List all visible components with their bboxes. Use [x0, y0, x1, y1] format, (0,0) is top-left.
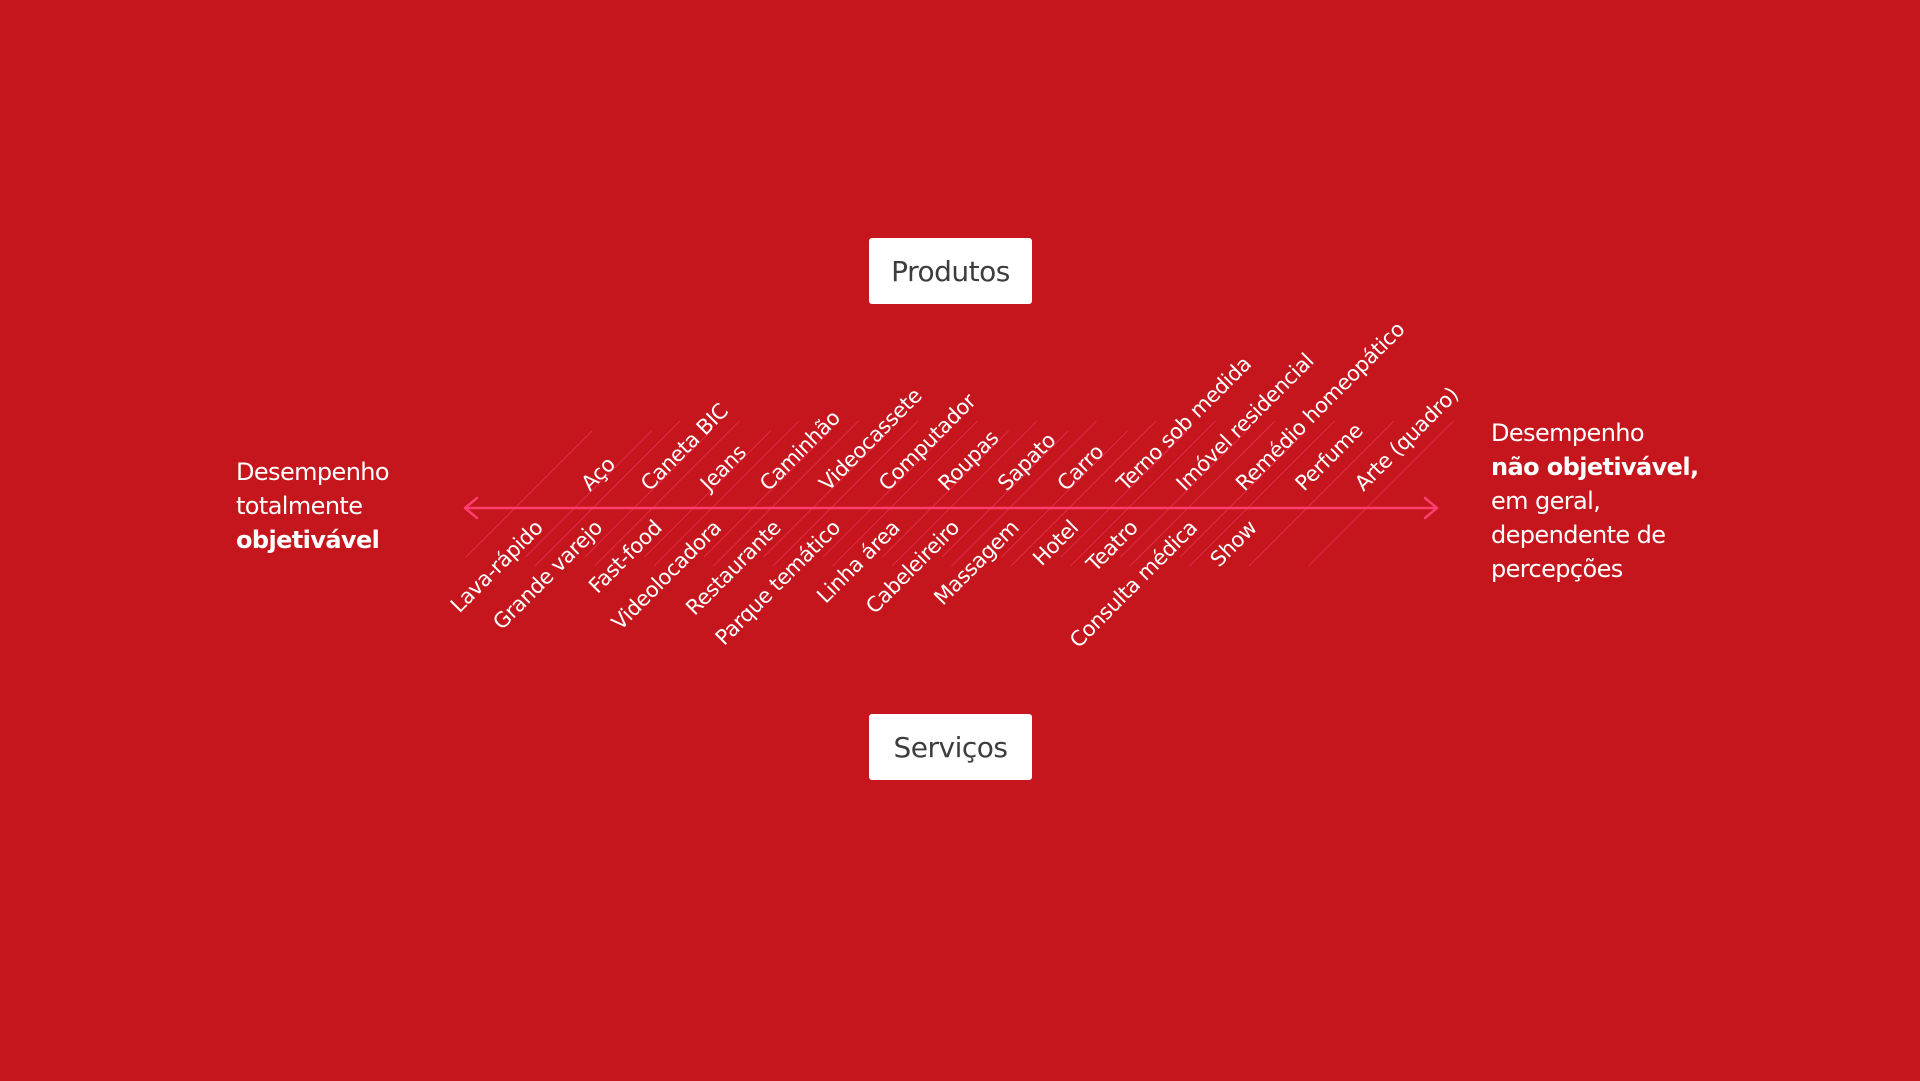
left-label-line-2: totalmente: [236, 492, 363, 520]
performance-axis: [463, 496, 1439, 520]
left-axis-label: Desempenho totalmente objetivável: [236, 455, 390, 557]
product-label-4: Videocassete: [815, 384, 927, 496]
product-guide-line-2: [653, 420, 800, 567]
service-label-12: Show: [1206, 515, 1262, 571]
product-guide-line-9: [1070, 420, 1216, 567]
product-guide-line-13: [1308, 420, 1454, 567]
product-guide-line-8: [1010, 420, 1157, 567]
right-label-line-2-bold: não objetivável: [1491, 453, 1691, 481]
product-guide-line-5: [832, 420, 978, 567]
left-label-line-3-bold: objetivável: [236, 526, 380, 554]
left-label-line-1: Desempenho: [236, 458, 390, 486]
service-guide-line-9: [1001, 430, 1128, 558]
right-label-line-4: dependente de: [1491, 521, 1666, 549]
service-guide-line-0: [465, 430, 593, 558]
service-guide-line-6: [822, 430, 950, 558]
service-guide-line-8: [941, 430, 1069, 558]
product-guide-line-1: [594, 420, 740, 567]
product-guide-line-6: [891, 420, 1038, 567]
product-label-7: Sapato: [993, 428, 1060, 495]
service-guide-line-11: [1120, 430, 1247, 558]
services-box-label: Serviços: [893, 730, 1008, 764]
diagonal-guide-lines: [465, 420, 1454, 567]
product-label-2: Jeans: [694, 440, 751, 497]
right-label-line-5: percepções: [1491, 555, 1623, 583]
services-box: Serviços: [869, 714, 1032, 780]
products-box: Produtos: [869, 238, 1032, 304]
service-guide-line-5: [763, 430, 890, 558]
axis-right-arrowhead: [1423, 496, 1439, 520]
product-guide-line-11: [1189, 420, 1335, 567]
right-label-line-3: em geral,: [1491, 487, 1601, 515]
service-guide-line-4: [703, 430, 831, 558]
service-guide-line-12: [1179, 430, 1307, 558]
right-axis-label: Desempenho não objetivável, em geral, de…: [1491, 416, 1699, 586]
product-guide-line-10: [1129, 420, 1276, 567]
products-box-label: Produtos: [891, 254, 1010, 288]
product-guide-line-4: [772, 420, 919, 567]
axis-left-arrowhead: [463, 496, 479, 520]
service-guide-line-3: [644, 430, 771, 558]
right-label-line-1: Desempenho: [1491, 419, 1645, 447]
product-label-0: Aço: [577, 452, 620, 495]
product-label-13: Arte (quadro): [1350, 382, 1463, 495]
service-guide-line-7: [882, 430, 1009, 558]
service-guide-line-1: [525, 430, 652, 558]
product-guide-line-12: [1248, 420, 1395, 567]
product-guide-line-3: [713, 420, 859, 567]
product-guide-line-0: [534, 420, 681, 567]
service-guide-line-10: [1060, 430, 1188, 558]
right-label-line-2-tail: ,: [1690, 453, 1699, 481]
product-label-8: Carro: [1053, 440, 1109, 496]
service-guide-line-2: [584, 430, 712, 558]
product-guide-line-7: [951, 420, 1097, 567]
